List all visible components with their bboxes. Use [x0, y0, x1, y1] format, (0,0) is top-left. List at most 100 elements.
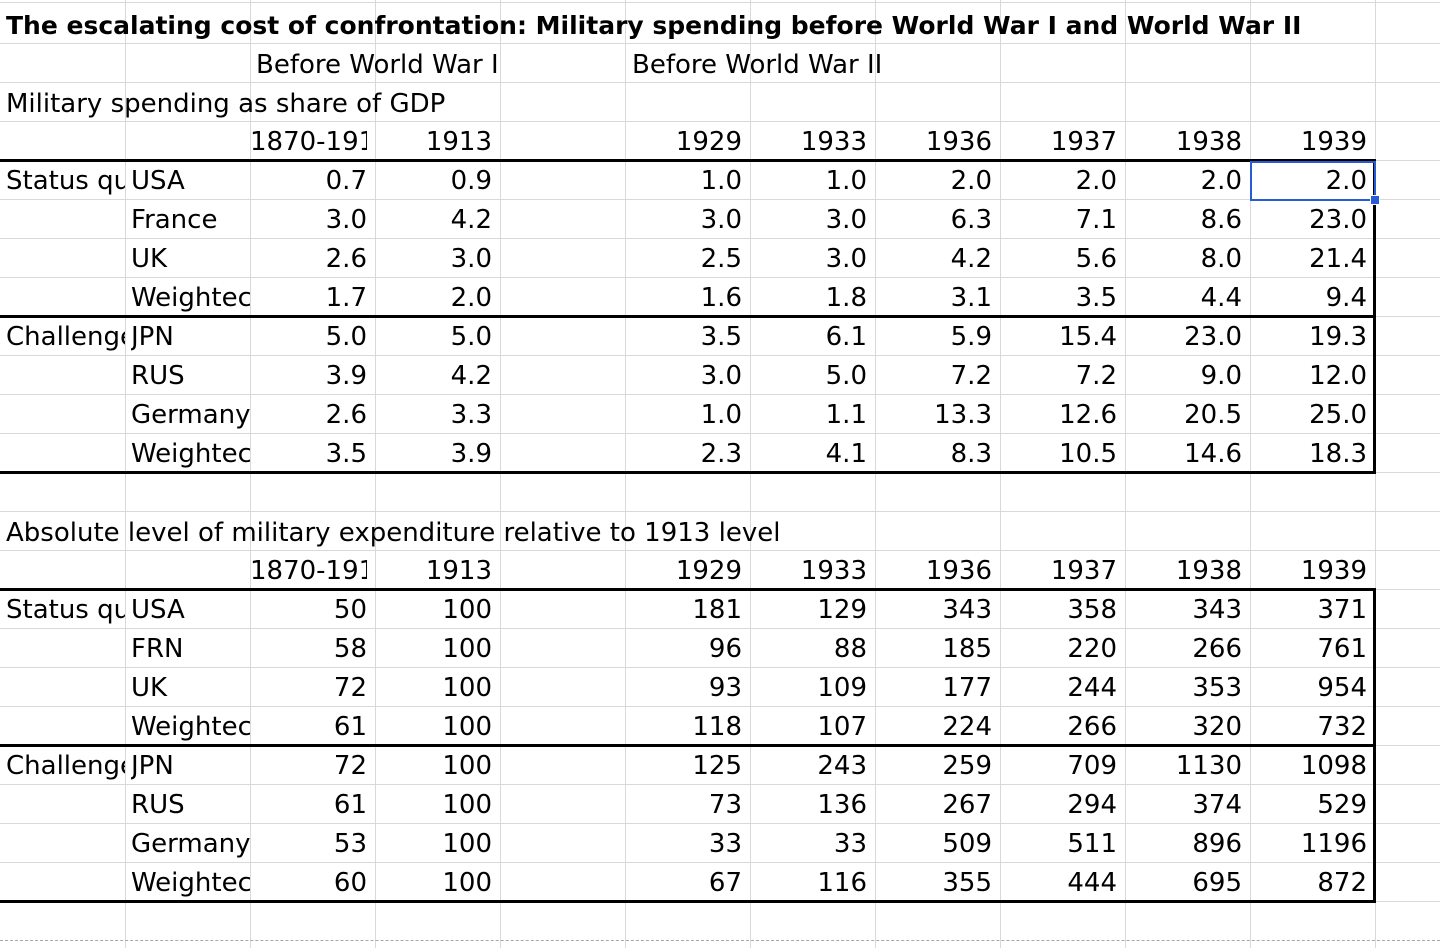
group-label[interactable]: Challenge: [6, 751, 125, 781]
data-cell[interactable]: 7.2: [950, 361, 992, 391]
row-label[interactable]: Weightec: [131, 283, 250, 313]
data-cell[interactable]: 6.1: [825, 322, 867, 352]
data-cell[interactable]: 3.1: [950, 283, 992, 313]
row-label[interactable]: UK: [131, 673, 168, 703]
data-cell[interactable]: 5.9: [950, 322, 992, 352]
data-cell[interactable]: 3.0: [825, 205, 867, 235]
row-label[interactable]: USA: [131, 595, 185, 625]
data-cell[interactable]: 3.9: [450, 439, 492, 469]
data-cell[interactable]: 343: [942, 595, 992, 625]
data-cell[interactable]: 761: [1317, 634, 1367, 664]
data-cell[interactable]: 2.5: [700, 244, 742, 274]
data-cell[interactable]: 320: [1192, 712, 1242, 742]
column-header[interactable]: 1913: [425, 556, 492, 586]
row-label[interactable]: Germany: [131, 829, 250, 859]
data-cell[interactable]: 181: [692, 595, 742, 625]
column-header[interactable]: 1936: [925, 127, 992, 157]
data-cell[interactable]: 15.4: [1059, 322, 1117, 352]
data-cell[interactable]: 732: [1317, 712, 1367, 742]
data-cell[interactable]: 1.0: [825, 166, 867, 196]
data-cell[interactable]: 954: [1317, 673, 1367, 703]
data-cell[interactable]: 343: [1192, 595, 1242, 625]
selected-cell[interactable]: [1250, 161, 1376, 201]
data-cell[interactable]: 3.5: [325, 439, 367, 469]
data-cell[interactable]: 72: [333, 751, 367, 781]
column-header[interactable]: 1929: [675, 556, 742, 586]
data-cell[interactable]: 100: [442, 751, 492, 781]
data-cell[interactable]: 3.0: [700, 361, 742, 391]
data-cell[interactable]: 4.1: [825, 439, 867, 469]
data-cell[interactable]: 3.9: [325, 361, 367, 391]
data-cell[interactable]: 93: [708, 673, 742, 703]
data-cell[interactable]: 1.7: [325, 283, 367, 313]
data-cell[interactable]: 8.6: [1200, 205, 1242, 235]
column-header[interactable]: 1929: [675, 127, 742, 157]
row-label[interactable]: Weightec: [131, 712, 250, 742]
column-header[interactable]: 1939: [1300, 556, 1367, 586]
data-cell[interactable]: 100: [442, 673, 492, 703]
data-cell[interactable]: 529: [1317, 790, 1367, 820]
data-cell[interactable]: 20.5: [1184, 400, 1242, 430]
data-cell[interactable]: 3.3: [450, 400, 492, 430]
data-cell[interactable]: 3.5: [700, 322, 742, 352]
row-label[interactable]: France: [131, 205, 218, 235]
data-cell[interactable]: 13.3: [934, 400, 992, 430]
data-cell[interactable]: 107: [817, 712, 867, 742]
data-cell[interactable]: 7.2: [1075, 361, 1117, 391]
data-cell[interactable]: 3.0: [825, 244, 867, 274]
data-cell[interactable]: 224: [942, 712, 992, 742]
data-cell[interactable]: 355: [942, 868, 992, 898]
data-cell[interactable]: 5.6: [1075, 244, 1117, 274]
data-cell[interactable]: 1.1: [825, 400, 867, 430]
row-label[interactable]: Germany: [131, 400, 250, 430]
data-cell[interactable]: 58: [333, 634, 367, 664]
data-cell[interactable]: 4.2: [950, 244, 992, 274]
data-cell[interactable]: 1.8: [825, 283, 867, 313]
data-cell[interactable]: 12.0: [1309, 361, 1367, 391]
data-cell[interactable]: 3.5: [1075, 283, 1117, 313]
data-cell[interactable]: 67: [708, 868, 742, 898]
data-cell[interactable]: 5.0: [450, 322, 492, 352]
data-cell[interactable]: 0.7: [325, 166, 367, 196]
section-heading-absolute-level[interactable]: Absolute level of military expenditure r…: [6, 518, 781, 548]
data-cell[interactable]: 243: [817, 751, 867, 781]
group-label[interactable]: Challenge: [6, 322, 125, 352]
row-label[interactable]: USA: [131, 166, 185, 196]
data-cell[interactable]: 118: [692, 712, 742, 742]
column-header[interactable]: 1937: [1050, 127, 1117, 157]
data-cell[interactable]: 5.0: [325, 322, 367, 352]
data-cell[interactable]: 136: [817, 790, 867, 820]
fill-handle[interactable]: [1370, 195, 1380, 205]
data-cell[interactable]: 2.6: [325, 244, 367, 274]
data-cell[interactable]: 100: [442, 712, 492, 742]
data-cell[interactable]: 100: [442, 595, 492, 625]
data-cell[interactable]: 18.3: [1309, 439, 1367, 469]
header-before-ww2[interactable]: Before World War II: [632, 50, 883, 80]
data-cell[interactable]: 61: [333, 790, 367, 820]
data-cell[interactable]: 88: [833, 634, 867, 664]
data-cell[interactable]: 9.4: [1325, 283, 1367, 313]
data-cell[interactable]: 96: [708, 634, 742, 664]
data-cell[interactable]: 8.0: [1200, 244, 1242, 274]
data-cell[interactable]: 19.3: [1309, 322, 1367, 352]
row-label[interactable]: FRN: [131, 634, 184, 664]
data-cell[interactable]: 14.6: [1184, 439, 1242, 469]
data-cell[interactable]: 177: [942, 673, 992, 703]
data-cell[interactable]: 73: [708, 790, 742, 820]
data-cell[interactable]: 358: [1067, 595, 1117, 625]
data-cell[interactable]: 2.0: [1325, 166, 1367, 196]
data-cell[interactable]: 100: [442, 634, 492, 664]
column-header[interactable]: 1933: [800, 127, 867, 157]
column-header[interactable]: 1933: [800, 556, 867, 586]
data-cell[interactable]: 25.0: [1309, 400, 1367, 430]
data-cell[interactable]: 1130: [1175, 751, 1242, 781]
data-cell[interactable]: 695: [1192, 868, 1242, 898]
row-label[interactable]: JPN: [131, 322, 174, 352]
column-header[interactable]: 1913: [425, 127, 492, 157]
data-cell[interactable]: 185: [942, 634, 992, 664]
data-cell[interactable]: 100: [442, 829, 492, 859]
data-cell[interactable]: 2.0: [1200, 166, 1242, 196]
data-cell[interactable]: 9.0: [1200, 361, 1242, 391]
data-cell[interactable]: 3.0: [450, 244, 492, 274]
data-cell[interactable]: 1098: [1300, 751, 1367, 781]
